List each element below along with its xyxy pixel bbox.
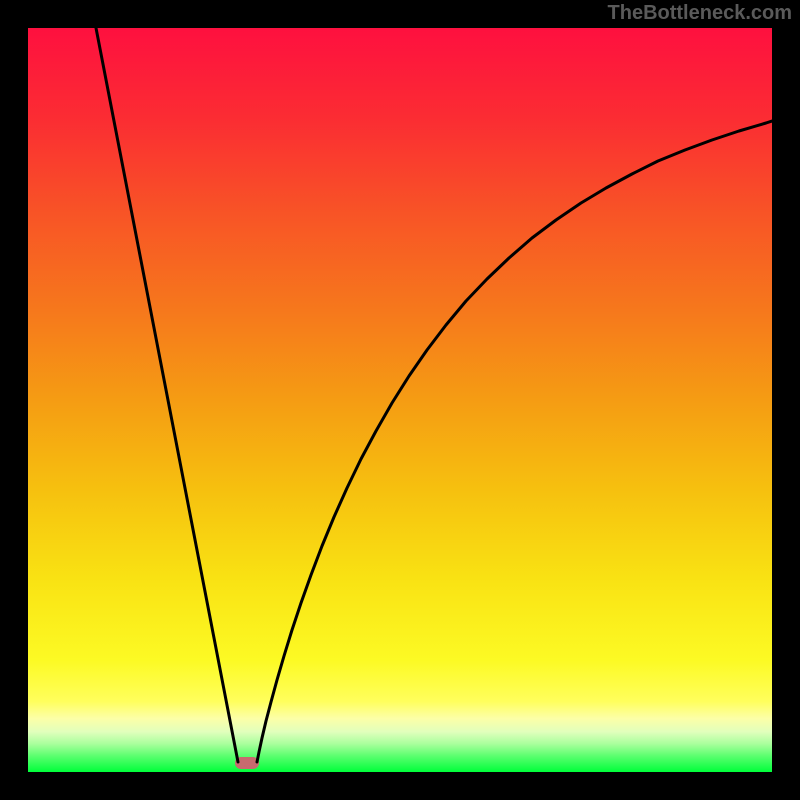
chart-frame: TheBottleneck.com	[0, 0, 800, 800]
gradient-background	[28, 28, 772, 772]
bottleneck-curve-chart	[28, 28, 772, 772]
plot-area	[28, 28, 772, 772]
watermark-text: TheBottleneck.com	[608, 2, 792, 25]
